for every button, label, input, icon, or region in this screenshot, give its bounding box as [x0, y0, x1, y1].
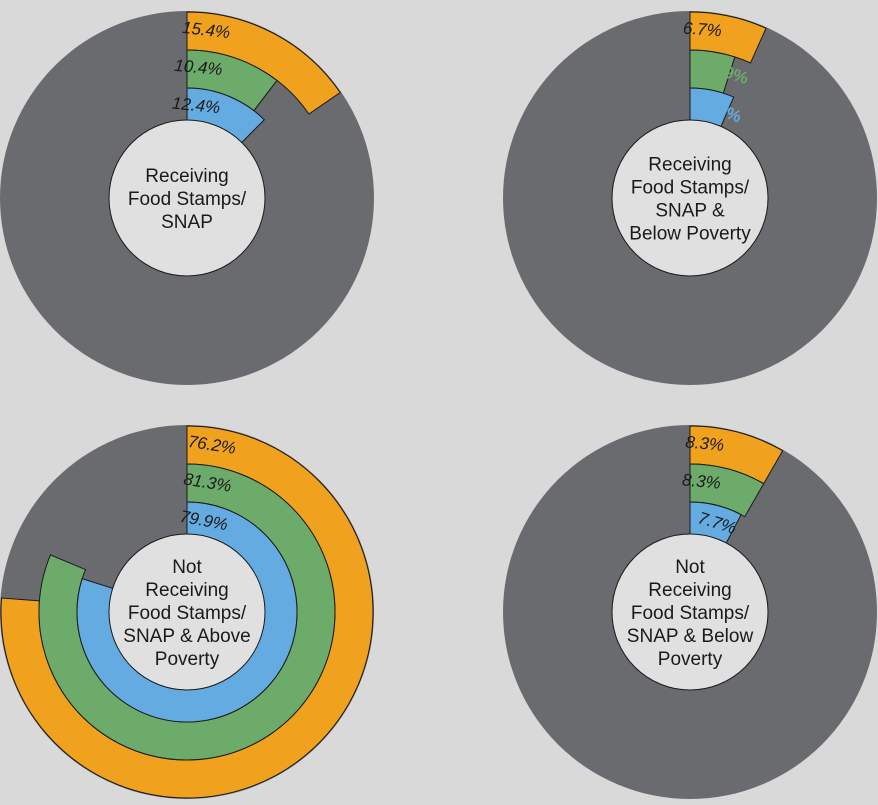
- center-label-line: Not: [172, 557, 202, 578]
- center-label-line: Receiving: [145, 580, 228, 601]
- orange-value-label: 6.7%: [682, 19, 722, 41]
- center-label-line: Receiving: [648, 580, 731, 601]
- green-value-label: 10.4%: [174, 56, 224, 79]
- center-label-line: Below Poverty: [629, 224, 751, 245]
- center-label-line: Food Stamps/: [128, 603, 247, 624]
- center-label-line: Food Stamps/: [631, 603, 750, 624]
- center-disc: [108, 119, 266, 277]
- center-label-line: Poverty: [658, 649, 723, 670]
- orange-value-label: 8.3%: [685, 432, 725, 454]
- center-label-line: Receiving: [648, 155, 731, 176]
- center-disc: [108, 533, 266, 691]
- green-value-label: 8.3%: [681, 470, 721, 492]
- blue-value-label: 12.4%: [171, 94, 221, 118]
- center-label-line: Poverty: [155, 649, 220, 670]
- center-label-line: SNAP & Below: [627, 626, 754, 647]
- center-label-line: Receiving: [145, 166, 228, 187]
- center-disc: [611, 119, 769, 277]
- center-label-line: Food Stamps/: [128, 189, 247, 210]
- center-disc: [611, 533, 769, 691]
- center-label-line: SNAP: [161, 212, 213, 233]
- center-label-line: SNAP & Above: [123, 626, 250, 647]
- center-label-line: Not: [675, 557, 705, 578]
- center-label-line: Food Stamps/: [631, 178, 750, 199]
- center-label-line: SNAP &: [655, 201, 725, 222]
